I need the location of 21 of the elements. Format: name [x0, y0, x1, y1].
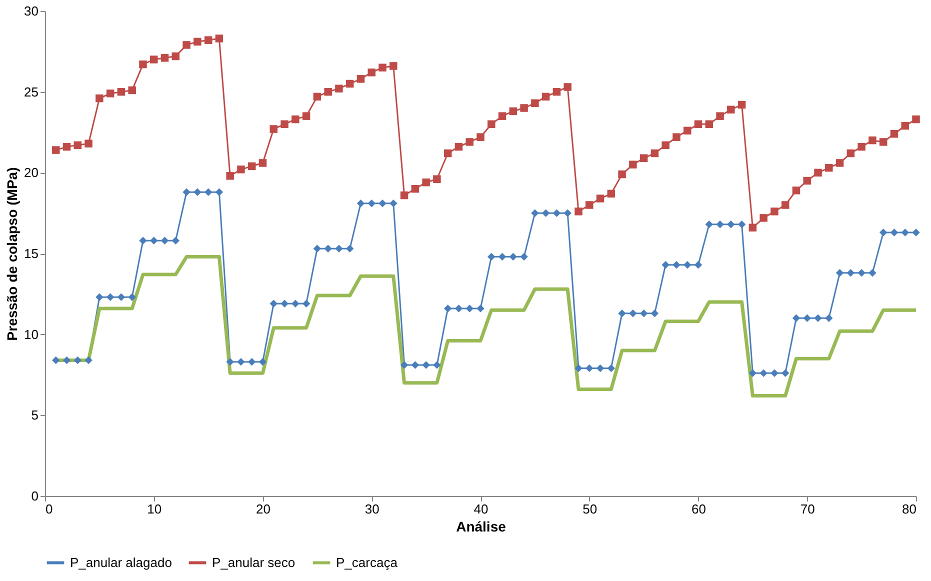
y-tick-label: 30	[24, 4, 38, 18]
legend-label: P_carcaça	[336, 554, 398, 570]
x-tick-label: 20	[256, 502, 270, 516]
y-tick-label: 15	[24, 246, 38, 261]
legend-label: P_anular seco	[212, 554, 296, 570]
x-tick-label: 70	[800, 502, 815, 516]
x-tick-label: 80	[902, 502, 916, 516]
x-tick-label: 60	[692, 502, 706, 516]
x-tick-label: 30	[364, 502, 380, 516]
x-tick-label: 40	[474, 502, 488, 516]
y-tick-label: 25	[24, 84, 38, 100]
x-axis-title: Análise	[456, 518, 506, 534]
y-tick-label: 20	[24, 165, 38, 180]
y-axis-title: Pressão de colapso (MPa)	[4, 167, 20, 341]
y-tick-label: 0	[31, 488, 38, 504]
x-tick-label: 50	[582, 502, 598, 516]
y-tick-label: 10	[24, 326, 38, 342]
x-tick-label: 10	[147, 502, 162, 516]
legend-label: P_anular alagado	[70, 554, 172, 570]
x-tick-label: 0	[46, 502, 53, 516]
y-tick-label: 5	[31, 408, 38, 423]
